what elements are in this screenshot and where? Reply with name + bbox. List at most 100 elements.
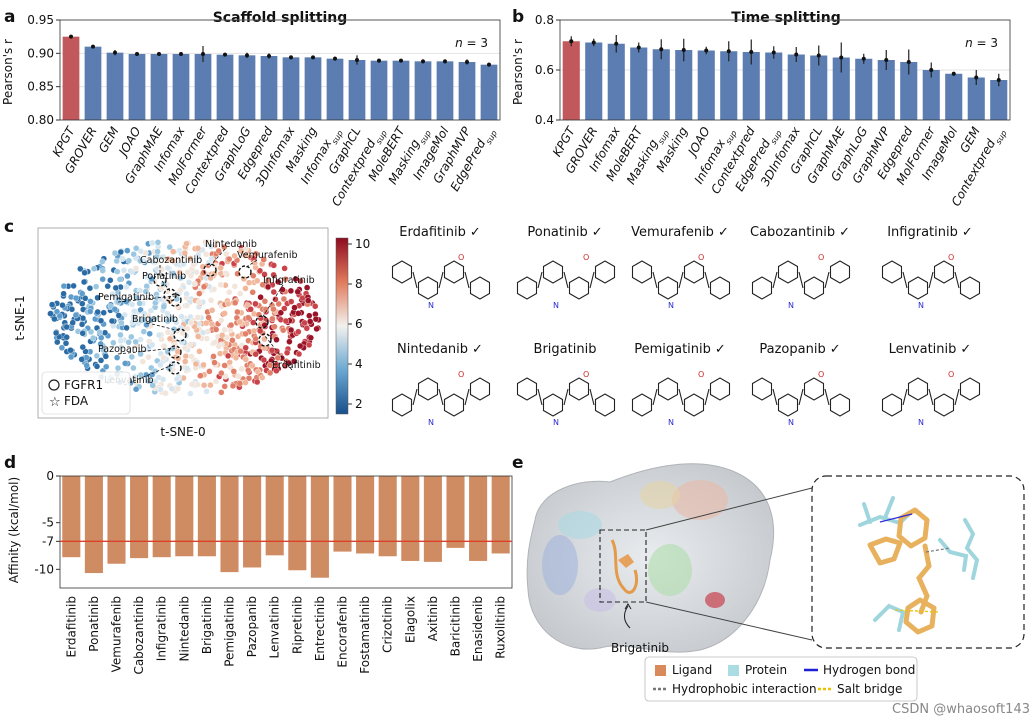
molecule-structure: NO: [881, 253, 981, 310]
tsne-point: [270, 305, 277, 313]
chart-b-ylabel: Pearson's r: [511, 39, 525, 105]
legend-label: Hydrogen bond: [823, 663, 915, 677]
tsne-point: [234, 308, 241, 316]
chart-a-ylabel: Pearson's r: [1, 39, 15, 105]
tsne-point: [78, 290, 86, 297]
tsne-point: [224, 300, 232, 307]
panel-label-b: b: [512, 7, 524, 27]
chart-a-point: [465, 60, 469, 64]
chart-b-point: [659, 47, 664, 52]
tsne-point: [218, 389, 225, 396]
tsne-point: [205, 314, 212, 321]
legend-label: Hydrophobic interaction: [672, 682, 817, 696]
tsne-point: [260, 256, 267, 263]
tsne-point: [202, 250, 210, 258]
chart-a-point: [355, 58, 359, 62]
chart-a-point: [157, 52, 161, 56]
panel-b-time-chart: b Time splitting Pearson's r 0.40.60.8 K…: [511, 7, 1011, 209]
tsne-point: [68, 306, 76, 313]
tsne-point: [113, 354, 121, 361]
tsne-point: [196, 348, 203, 355]
tsne-point: [110, 339, 117, 346]
tsne-point: [52, 329, 60, 337]
tsne-point: [218, 332, 226, 339]
svg-text:O: O: [458, 253, 464, 262]
chart-d-xtick: Encorafenib: [336, 596, 350, 668]
tsne-point: [160, 354, 167, 361]
svg-text:N: N: [553, 301, 559, 310]
tsne-leader-line: [209, 248, 226, 267]
tsne-point: [148, 341, 156, 348]
tsne-point: [297, 342, 304, 350]
tsne-point: [69, 319, 76, 326]
tsne-point: [87, 298, 94, 305]
tsne-point: [277, 309, 284, 316]
tsne-point: [236, 380, 244, 387]
chart-b-point: [794, 52, 799, 57]
tsne-point: [63, 334, 70, 341]
molecule-structure: NO: [751, 253, 851, 310]
molecule-structure: NO: [391, 370, 491, 427]
tsne-point: [159, 376, 167, 383]
tsne-annotation: Infigratinib: [263, 275, 315, 286]
tsne-point: [112, 284, 120, 292]
tsne-point: [128, 353, 136, 361]
tsne-point: [245, 314, 252, 321]
svg-text:O: O: [583, 253, 589, 262]
tsne-point: [156, 361, 164, 369]
tsne-point: [132, 338, 139, 346]
tsne-point: [279, 286, 286, 293]
tsne-point: [136, 300, 143, 307]
chart-a-ytick: 0.95: [27, 13, 54, 27]
chart-d-bar: [378, 476, 397, 557]
svg-text:N: N: [918, 418, 924, 427]
tsne-point: [183, 302, 191, 309]
tsne-point: [184, 325, 191, 332]
tsne-point: [229, 382, 237, 390]
chart-b-bar: [877, 60, 895, 120]
chart-d-ytick: -7: [42, 534, 54, 548]
tsne-point: [174, 385, 182, 392]
tsne-point: [94, 308, 101, 316]
tsne-point: [275, 278, 282, 286]
svg-text:N: N: [918, 301, 924, 310]
legend-circle-marker: [48, 379, 60, 391]
tsne-point: [190, 261, 197, 268]
tsne-point: [194, 333, 202, 340]
tsne-point: [231, 252, 238, 260]
tsne-annotation: Brigatinib: [132, 314, 178, 325]
molecule-structure: NO: [631, 253, 731, 310]
zoom-box: [599, 529, 647, 603]
tsne-point: [281, 265, 288, 272]
molecule-name: Pemigatinib ✓: [634, 342, 726, 357]
tsne-leader-line: [264, 335, 293, 371]
tsne-point: [217, 281, 224, 288]
tsne-point: [154, 248, 161, 255]
chart-b-bar: [900, 62, 918, 120]
svg-text:O: O: [948, 253, 954, 262]
molecule-structure: NO: [391, 253, 491, 310]
molecule-name: Pazopanib ✓: [759, 342, 840, 357]
tsne-point: [102, 353, 110, 360]
tsne-point: [270, 271, 277, 279]
tsne-point: [188, 353, 195, 360]
chart-a-bar: [216, 54, 234, 120]
tsne-point: [230, 368, 238, 375]
tsne-point: [271, 323, 278, 330]
chart-a-bar: [414, 61, 432, 120]
tsne-point: [177, 274, 184, 282]
tsne-point: [208, 255, 215, 263]
tsne-point: [221, 383, 228, 390]
chart-d-ylabel: Affinity (kcal/mol): [7, 477, 21, 583]
colorbar-tick: 6: [355, 317, 363, 331]
tsne-point: [215, 247, 222, 255]
chart-b-xtick: Masking: [653, 124, 690, 174]
chart-d-bar: [62, 476, 81, 558]
tsne-point: [238, 365, 245, 373]
tsne-point: [282, 276, 289, 283]
tsne-highlight-circle: [173, 328, 187, 342]
tsne-point: [235, 373, 242, 380]
tsne-point: [181, 249, 189, 257]
tsne-point: [210, 286, 218, 293]
